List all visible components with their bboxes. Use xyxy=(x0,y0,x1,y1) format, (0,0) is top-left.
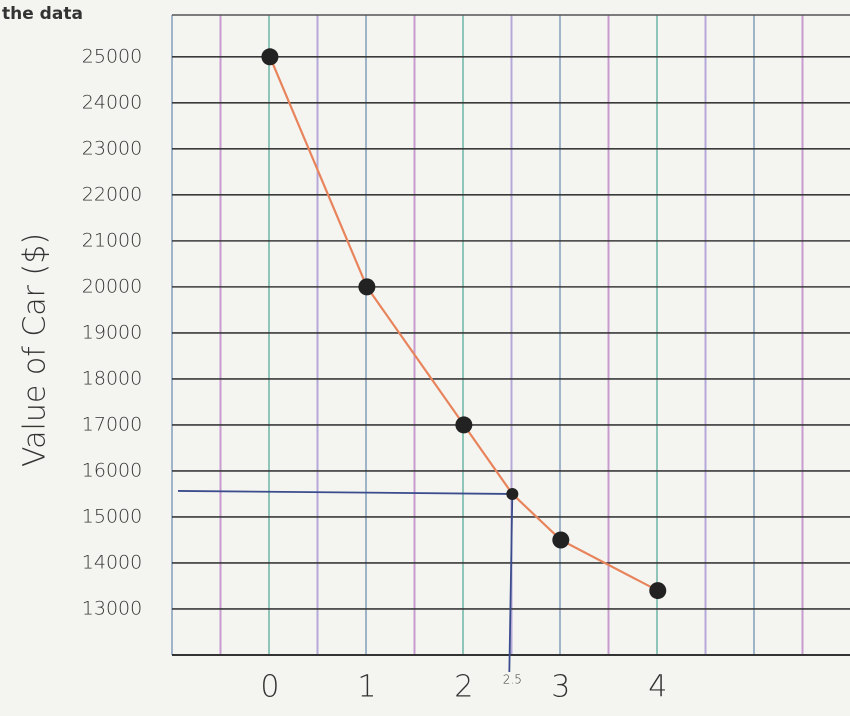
data-point xyxy=(649,582,667,600)
x-tick-label: 3 xyxy=(551,670,570,705)
x-tick-label: 2.5 xyxy=(503,673,522,687)
y-axis-label: Value of Car ($) xyxy=(18,233,53,467)
y-tick-label: 19000 xyxy=(82,321,142,343)
y-tick-label: 15000 xyxy=(82,505,142,527)
y-tick-label: 22000 xyxy=(82,183,142,205)
y-tick-label: 13000 xyxy=(82,597,142,619)
data-line xyxy=(268,56,659,592)
y-tick-label: 23000 xyxy=(82,137,142,159)
data-point xyxy=(261,48,279,66)
y-tick-label: 24000 xyxy=(82,91,142,113)
x-tick-label: 0 xyxy=(260,670,279,705)
guide-line xyxy=(508,493,514,673)
y-tick-label: 25000 xyxy=(82,45,142,67)
y-tick-label: 21000 xyxy=(82,229,142,251)
y-tick-label: 18000 xyxy=(82,367,142,389)
y-tick-label: 16000 xyxy=(82,459,142,481)
data-point xyxy=(455,416,473,434)
x-tick-label: 2 xyxy=(454,670,473,705)
guide-line xyxy=(177,490,513,495)
y-tick-label: 20000 xyxy=(82,275,142,297)
x-tick-label: 4 xyxy=(648,670,667,705)
data-point xyxy=(358,278,376,296)
y-tick-label: 17000 xyxy=(82,413,142,435)
data-point xyxy=(506,487,519,500)
data-point xyxy=(552,531,570,549)
x-tick-label: 1 xyxy=(357,670,376,705)
y-tick-label: 14000 xyxy=(82,551,142,573)
chart-title: the data xyxy=(2,4,83,24)
